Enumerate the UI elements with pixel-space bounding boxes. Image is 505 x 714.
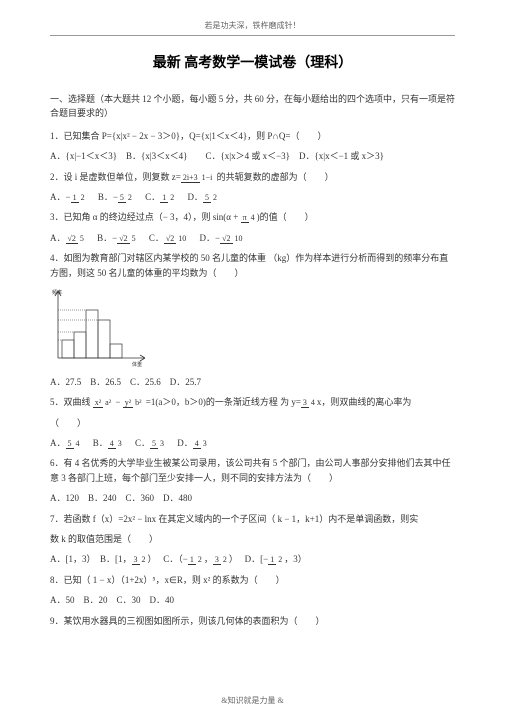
q2-fraction: 2i+31−i — [181, 174, 214, 182]
question-3-options: A．√25 B．−√25 C．√210 D．−√210 — [50, 231, 455, 245]
histogram-chart: 频率 体重 — [50, 286, 160, 371]
question-1: 1．已知集合 P={x|x² − 2x − 3＞0}，Q={x|1＜x＜4}，则… — [50, 129, 455, 143]
q2-tail: 的共轭复数的虚部为（ ） — [217, 172, 334, 182]
page-header: 若是功夫深，铁杵磨成针！ — [50, 20, 455, 31]
exam-title: 最新 高考数学一模试卷（理科） — [50, 52, 455, 72]
section-header: 一、选择题（本大题共 12 个小题，每小题 5 分，共 60 分，在每小题给出的… — [50, 92, 455, 121]
question-7-line2: 数 k 的取值范围是（ ） — [50, 532, 455, 546]
question-9: 9．某饮用水器具的三视图如图所示，则该几何体的表面积为（ ） — [50, 614, 455, 628]
question-4-options: A．27.5 B．26.5 C．25.6 D．25.7 — [50, 375, 455, 389]
svg-text:体重: 体重 — [132, 361, 142, 368]
question-2: 2．设 i 是虚数但单位，则复数 z=2i+31−i 的共轭复数的虚部为（ ） — [50, 170, 455, 184]
question-8-options: A．50 B．20 C．30 D．40 — [50, 593, 455, 607]
question-6: 6．有 4 名优秀的大学毕业生被某公司录用，该公司共有 5 个部门，由公司人事部… — [50, 456, 455, 485]
svg-text:频率: 频率 — [52, 289, 62, 296]
page-footer: &知识就是力量 & — [0, 695, 505, 706]
question-7-options: A．[1，3） B．[1，32） C．（−12，32） D．[−12，3） — [50, 552, 455, 566]
header-divider — [50, 35, 455, 36]
question-5-options: A．54 B．43 C．53 D．43 — [50, 436, 455, 450]
question-6-options: A．120 B．240 C．360 D．480 — [50, 491, 455, 505]
question-8: 8．已知（ 1 − x）（1+2x）⁵，x∈R，则 x² 的系数为（ ） — [50, 573, 455, 587]
question-4: 4．如图为教育部门对辖区内某学校的 50 名儿童的体重 （kg）作为样本进行分析… — [50, 251, 455, 280]
question-3: 3．已知角 α 的终边经过点（− 3，4），则 sin(α + π4)的值（ ） — [50, 210, 455, 224]
question-1-options: A．{x|−1＜x＜3} B．{x|3＜x＜4} C．{x|x＞4 或 x＜−3… — [50, 149, 455, 163]
question-7: 7．若函数 f（x）=2x² − lnx 在其定义域内的一个子区间（ k − 1… — [50, 512, 455, 526]
question-5-paren: （ ） — [50, 416, 455, 430]
question-5: 5．双曲线 x²a² − y²b² =1(a＞0，b＞0)的一条渐近线方程 为 … — [50, 395, 455, 409]
question-2-options: A．−12 B．−52 C．12 D．52 — [50, 190, 455, 204]
q2-text: 2．设 i 是虚数但单位，则复数 — [50, 172, 170, 182]
